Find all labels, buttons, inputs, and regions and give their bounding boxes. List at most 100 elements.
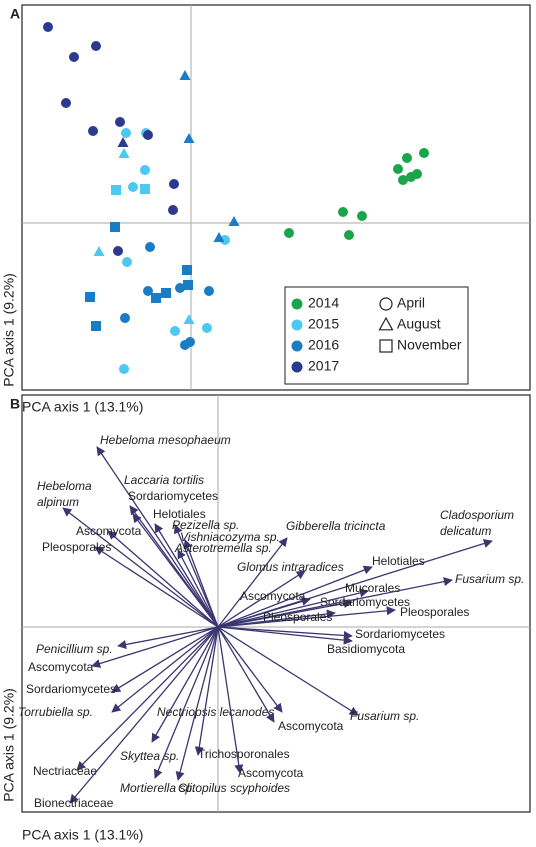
arrow — [177, 549, 219, 628]
arrow — [132, 513, 219, 628]
arrow — [217, 588, 369, 628]
point — [140, 184, 150, 194]
legend-swatch — [291, 361, 303, 373]
point — [284, 228, 294, 238]
arrow-label: Pleosporales — [400, 605, 469, 619]
legend-swatch — [291, 319, 303, 331]
arrow-label: Helotiales — [372, 554, 425, 568]
point — [110, 222, 120, 232]
legend-label: 2014 — [308, 295, 339, 311]
arrow-label: Fusarium sp. — [455, 572, 524, 586]
point — [151, 293, 161, 303]
arrow — [69, 626, 219, 804]
point — [93, 246, 105, 256]
panel-label: B — [10, 396, 20, 412]
arrow — [217, 626, 353, 640]
arrow-label: Torrubiella sp. — [18, 705, 93, 719]
point — [91, 321, 101, 331]
point — [179, 70, 191, 80]
arrow — [217, 609, 336, 628]
point — [182, 265, 192, 275]
point — [175, 283, 185, 293]
arrow — [107, 530, 219, 628]
legend-marker — [379, 339, 393, 353]
legend-marker — [378, 316, 394, 331]
arrow-label: Trichosporonales — [198, 747, 290, 761]
point — [118, 148, 130, 158]
arrow — [217, 537, 288, 628]
point — [145, 242, 155, 252]
y-axis-label: PCA axis 1 (9.2%) — [1, 688, 17, 802]
arrow-label: Pleosporales — [263, 610, 332, 624]
arrow-label: Nectriopsis lecanodes — [157, 705, 274, 719]
arrow-label: Bionectriaceae — [34, 796, 114, 810]
legend-swatch — [291, 340, 303, 352]
arrow-label: Cladosporium delicatum — [440, 508, 514, 538]
arrow-label: Hebeloma alpinum — [37, 479, 92, 509]
arrow — [111, 626, 219, 693]
arrow — [154, 523, 219, 628]
point — [213, 232, 225, 242]
point — [69, 52, 79, 62]
arrow — [62, 507, 219, 628]
arrow — [173, 524, 219, 628]
point — [338, 207, 348, 217]
point — [183, 280, 193, 290]
arrow-label: Vishniacozyma sp. — [180, 530, 280, 544]
point — [120, 313, 130, 323]
arrow-label: Laccaria tortilis — [124, 473, 204, 487]
y-axis-label: PCA axis 1 (9.2%) — [1, 273, 17, 387]
plot-frame — [21, 4, 531, 391]
point — [161, 288, 171, 298]
legend-marker — [379, 297, 393, 311]
plot-frame — [21, 394, 531, 813]
point — [402, 153, 412, 163]
point — [85, 292, 95, 302]
arrow-label: Sordariomycetes — [128, 489, 218, 503]
legend-label: August — [397, 316, 441, 332]
arrow — [91, 626, 219, 668]
point — [202, 323, 212, 333]
arrow-label: Hebeloma mesophaeum — [100, 433, 231, 447]
legend-label: 2015 — [308, 316, 339, 332]
point — [357, 211, 367, 221]
arrow — [217, 597, 311, 628]
point — [143, 286, 153, 296]
point — [119, 364, 129, 374]
legend-label: November — [397, 337, 462, 353]
arrow — [217, 570, 306, 628]
point — [43, 22, 53, 32]
arrow — [151, 626, 219, 743]
legend-swatch — [291, 298, 303, 310]
legend-label: April — [397, 295, 425, 311]
arrow — [183, 539, 219, 628]
point — [113, 246, 123, 256]
arrow — [175, 626, 219, 781]
point — [140, 165, 150, 175]
arrow — [217, 626, 353, 645]
arrow-label: Penicillium sp. — [36, 642, 113, 656]
arrow-label: Sordariomycetes — [26, 682, 116, 696]
arrow — [217, 626, 244, 774]
legend-label: 2016 — [308, 337, 339, 353]
arrow-label: Mucorales — [345, 581, 400, 595]
point — [398, 175, 408, 185]
arrow-label: Ascomycota — [76, 524, 142, 538]
point — [122, 257, 132, 267]
arrow-label: Pezizella sp. — [172, 518, 239, 532]
point — [183, 314, 195, 324]
arrow — [217, 577, 453, 628]
x-axis-label: PCA axis 1 (13.1%) — [22, 399, 143, 415]
point — [111, 185, 121, 195]
arrow — [217, 626, 359, 716]
x-axis-label: PCA axis 1 (13.1%) — [22, 827, 143, 843]
point — [220, 235, 230, 245]
point — [91, 41, 101, 51]
arrow-label: Basidiomycota — [327, 642, 405, 656]
arrow-label: Asterotremella sp. — [174, 541, 272, 555]
point — [204, 286, 214, 296]
arrow-label: Ascomycota — [238, 766, 304, 780]
point — [128, 182, 138, 192]
arrow-label: Ascomycota — [28, 660, 94, 674]
